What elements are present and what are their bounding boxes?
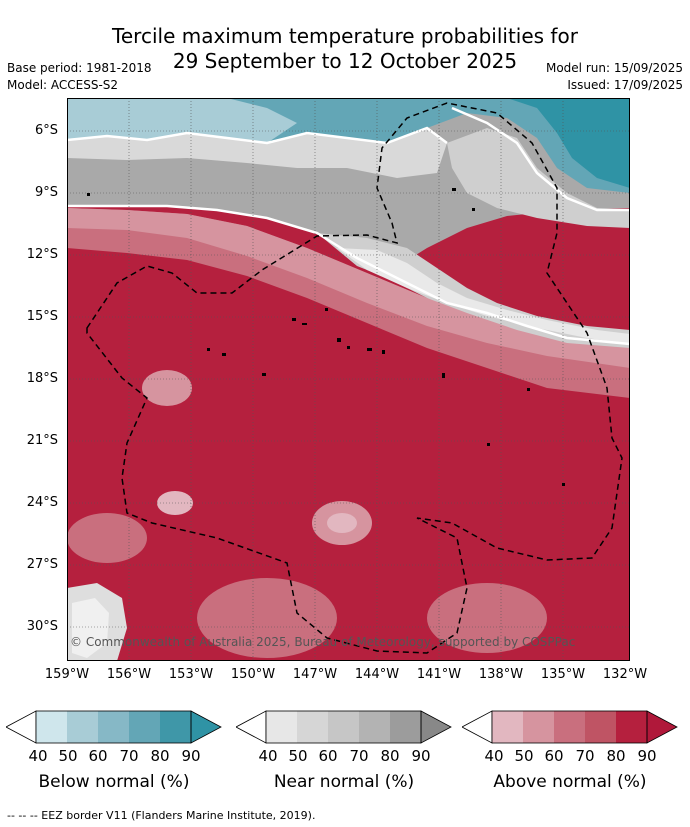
blob-1 [142, 370, 192, 406]
model-run: Model run: 15/09/2025 [545, 61, 683, 75]
lon-tick-156w: 156°W [106, 667, 152, 682]
region-near-grey-top [67, 128, 447, 178]
lon-tick-144w: 144°W [354, 667, 400, 682]
blob-4 [327, 513, 357, 533]
contour-white-east [451, 106, 630, 212]
region-near-40-white [337, 248, 630, 344]
lon-tick-159w: 159°W [44, 667, 90, 682]
legend-bar-below [6, 710, 222, 744]
lat-tick-30s: 30°S [26, 619, 58, 634]
legend-bar-near [236, 710, 452, 744]
issued-date: Issued: 17/09/2025 [567, 78, 683, 92]
eez-border-french-polynesia [86, 102, 623, 654]
lat-tick-9s: 9°S [34, 185, 58, 200]
contour-white-top [67, 126, 448, 145]
region-above-50 [67, 208, 630, 368]
lat-tick-18s: 18°S [26, 371, 58, 386]
lon-tick-135w: 135°W [540, 667, 586, 682]
lat-tick-6s: 6°S [34, 123, 58, 138]
lon-tick-141w: 141°W [416, 667, 462, 682]
lat-tick-12s: 12°S [26, 247, 58, 262]
region-below-90 [507, 98, 630, 188]
region-near-southwest-light [72, 598, 109, 658]
contour-white-north [67, 204, 630, 346]
region-above-60 [67, 208, 630, 398]
blob-7 [67, 513, 147, 563]
gridlines [67, 98, 630, 661]
legend-label-near: Near normal (%) [273, 772, 415, 792]
islands [87, 188, 565, 486]
copyright-notice: © Commonwealth of Australia 2025, Bureau… [70, 635, 576, 649]
lat-tick-24s: 24°S [26, 495, 58, 510]
base-period: Base period: 1981-2018 [7, 61, 152, 75]
lon-tick-147w: 147°W [292, 667, 338, 682]
title-line-1: Tercile maximum temperature probabilitie… [112, 24, 578, 48]
lon-tick-153w: 153°W [168, 667, 214, 682]
lon-tick-132w: 132°W [602, 667, 648, 682]
lat-tick-21s: 21°S [26, 433, 58, 448]
blob-6 [427, 583, 547, 653]
lat-tick-15s: 15°S [26, 309, 58, 324]
region-below-50 [67, 98, 297, 143]
lat-tick-27s: 27°S [26, 557, 58, 572]
model-name: Model: ACCESS-S2 [7, 78, 119, 92]
map-frame [67, 98, 630, 661]
eez-footnote: -- -- -- EEZ border V11 (Flanders Marine… [7, 809, 316, 822]
probability-map [67, 98, 630, 661]
lon-tick-150w: 150°W [230, 667, 276, 682]
legend-label-below: Below normal (%) [38, 772, 190, 792]
meta-right: Model run: 15/09/2025 Issued: 17/09/2025 [546, 60, 683, 94]
blob-5 [197, 578, 337, 658]
region-near-grey-east [447, 128, 630, 228]
map-title: Tercile maximum temperature probabilitie… [0, 24, 690, 74]
legend-bar-above [462, 710, 678, 744]
title-line-2: 29 September to 12 October 2025 [172, 49, 518, 73]
legend-label-above: Above normal (%) [493, 772, 647, 792]
lon-tick-138w: 138°W [478, 667, 524, 682]
meta-left: Base period: 1981-2018 Model: ACCESS-S2 [7, 60, 152, 94]
